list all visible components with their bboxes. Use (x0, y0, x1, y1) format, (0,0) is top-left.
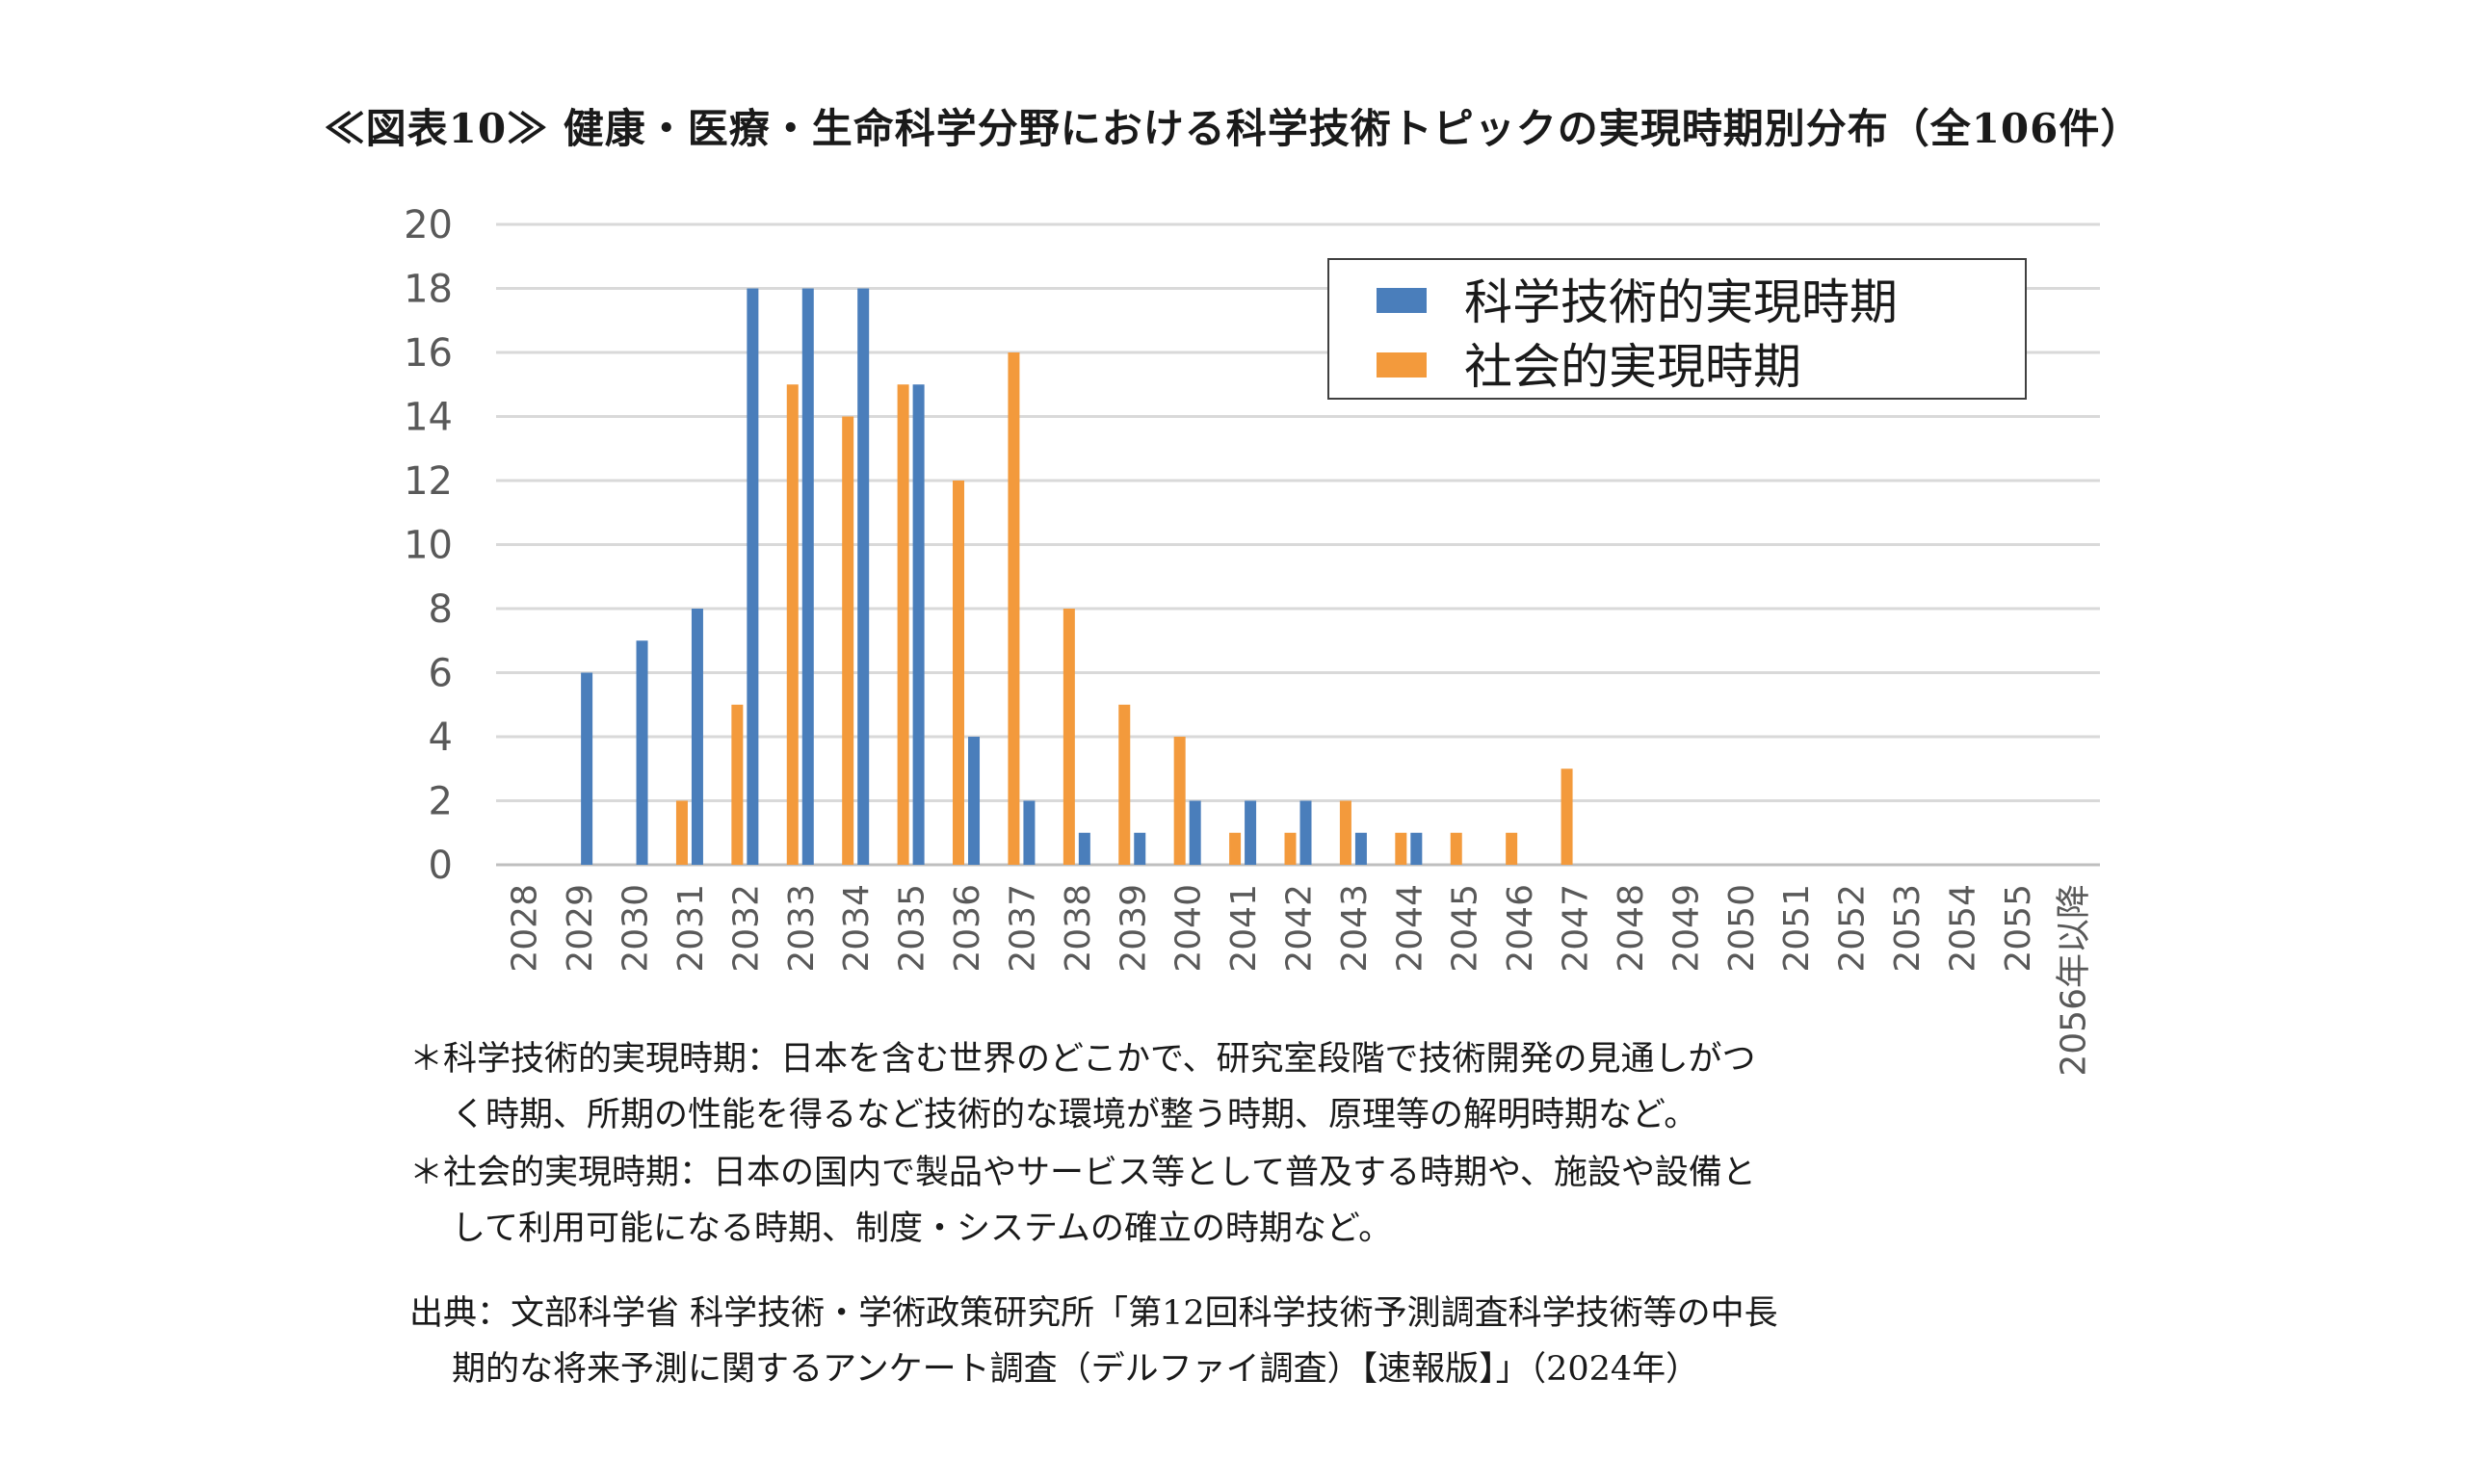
x-tick-label: 2042 (1280, 884, 1320, 973)
x-tick-label: 2034 (837, 884, 877, 973)
x-tick-label: 2056年以降 (2054, 884, 2093, 1077)
social-bar-2033 (786, 384, 799, 865)
legend-swatch-social (1377, 352, 1427, 378)
legend-swatch-science (1377, 288, 1427, 313)
x-tick-label: 2052 (1833, 884, 1873, 973)
y-tick-label: 6 (429, 652, 453, 696)
x-tick-label: 2037 (1003, 884, 1042, 973)
y-tick-label: 2 (429, 780, 453, 824)
x-tick-label: 2036 (948, 884, 987, 973)
y-tick-label: 8 (429, 587, 453, 632)
science-bar-2036 (968, 737, 981, 865)
science-bar-2039 (1134, 832, 1146, 865)
x-axis-ticks: 2028 2029 2030 2031 2032 2033 2034 2035 2036 2037… (506, 884, 2094, 1077)
x-tick-label: 2051 (1777, 884, 1817, 973)
x-tick-label: 2039 (1114, 884, 1153, 973)
science-bar-2033 (801, 288, 814, 865)
social-bar-2037 (1008, 352, 1020, 865)
social-note-line-1: ＊社会的実現時期：日本の国内で製品やサービス等として普及する時期や、施設や設備と (409, 1154, 1756, 1192)
legend-box (1327, 258, 2027, 400)
science-bar-2034 (857, 288, 870, 865)
science-bar-2037 (1023, 800, 1036, 865)
y-tick-label: 18 (404, 268, 453, 312)
x-tick-label: 2055 (1999, 884, 2038, 973)
science-bar-2031 (691, 609, 703, 865)
x-tick-label: 2045 (1446, 884, 1485, 973)
social-bar-2045 (1450, 832, 1462, 865)
social-bar-2046 (1506, 832, 1518, 865)
x-tick-label: 2035 (893, 884, 932, 973)
science-bar-2035 (912, 384, 925, 865)
social-bar-2032 (731, 704, 744, 865)
x-tick-label: 2046 (1501, 884, 1540, 973)
y-tick-label: 10 (404, 524, 453, 568)
x-tick-label: 2049 (1666, 884, 1706, 973)
science-bar-2040 (1189, 800, 1201, 865)
x-tick-label: 2041 (1224, 884, 1264, 973)
science-bar-2041 (1245, 800, 1257, 865)
science-bar-2038 (1078, 832, 1090, 865)
science-note-line-1: ＊科学技術的実現時期：日本を含む世界のどこかで、研究室段階で技術開発の見通しがつ (409, 1040, 1756, 1079)
x-tick-label: 2047 (1557, 884, 1596, 973)
social-bar-2038 (1062, 609, 1075, 865)
science-note: ＊科学技術的実現時期：日本を含む世界のどこかで、研究室段階で技術開発の見通しがつ… (409, 1031, 1756, 1143)
legend-label-social: 社会的実現時期 (1464, 339, 1801, 395)
x-tick-label: 2038 (1059, 884, 1098, 973)
social-bar-2043 (1339, 800, 1351, 865)
source-note: 出典：文部科学省 科学技術・学術政策研究所「第12回科学技術予測調査科学技術等の… (409, 1286, 1778, 1397)
chart-title: ≪図表10≫ 健康・医療・生命科学分野における科学技術トピックの実現時期別分布（… (324, 105, 2142, 152)
x-tick-label: 2040 (1169, 884, 1209, 973)
x-tick-label: 2033 (782, 884, 822, 973)
social-bar-2040 (1173, 737, 1186, 865)
social-note-line-2: して利用可能になる時期、制度・システムの確立の時期など。 (452, 1210, 1393, 1248)
bars (581, 288, 1573, 865)
y-tick-label: 12 (404, 459, 453, 504)
source-note-line-2: 期的な将来予測に関するアンケート調査（デルファイ調査）【速報版】」（2024年） (452, 1350, 1700, 1389)
x-tick-label: 2053 (1888, 884, 1928, 973)
science-bar-2032 (747, 288, 759, 865)
social-bar-2034 (842, 416, 854, 865)
social-bar-2041 (1229, 832, 1242, 865)
y-axis-ticks: 0 2 4 6 8 10 12 14 16 18 20 (404, 203, 453, 888)
science-bar-2030 (636, 640, 648, 865)
social-bar-2035 (897, 384, 909, 865)
social-bar-2039 (1118, 704, 1131, 865)
y-tick-label: 20 (404, 203, 453, 247)
science-bar-2029 (581, 672, 593, 865)
x-tick-label: 2044 (1390, 884, 1430, 973)
y-tick-label: 4 (429, 716, 453, 760)
social-bar-2047 (1561, 768, 1573, 865)
x-tick-label: 2028 (506, 884, 545, 973)
x-tick-label: 2029 (561, 884, 600, 973)
x-tick-label: 2043 (1335, 884, 1375, 973)
social-bar-2036 (953, 481, 965, 865)
social-bar-2044 (1395, 832, 1407, 865)
x-tick-label: 2032 (726, 884, 766, 973)
social-bar-2042 (1284, 832, 1297, 865)
y-tick-label: 16 (404, 331, 453, 376)
legend-label-science: 科学技術的実現時期 (1464, 274, 1898, 330)
x-tick-label: 2050 (1722, 884, 1762, 973)
x-tick-label: 2031 (671, 884, 711, 973)
x-tick-label: 2054 (1943, 884, 1982, 973)
x-tick-label: 2048 (1612, 884, 1651, 973)
y-tick-label: 0 (429, 844, 453, 888)
social-note: ＊社会的実現時期：日本の国内で製品やサービス等として普及する時期や、施設や設備と… (409, 1145, 1756, 1257)
social-bar-2031 (675, 800, 688, 865)
x-tick-label: 2030 (616, 884, 656, 973)
y-tick-label: 14 (404, 396, 453, 440)
science-note-line-2: く時期、所期の性能を得るなど技術的な環境が整う時期、原理等の解明時期など。 (452, 1096, 1698, 1134)
science-bar-2042 (1299, 800, 1312, 865)
source-note-line-1: 出典：文部科学省 科学技術・学術政策研究所「第12回科学技術予測調査科学技術等の… (409, 1294, 1778, 1333)
science-bar-2043 (1354, 832, 1367, 865)
science-bar-2044 (1410, 832, 1423, 865)
